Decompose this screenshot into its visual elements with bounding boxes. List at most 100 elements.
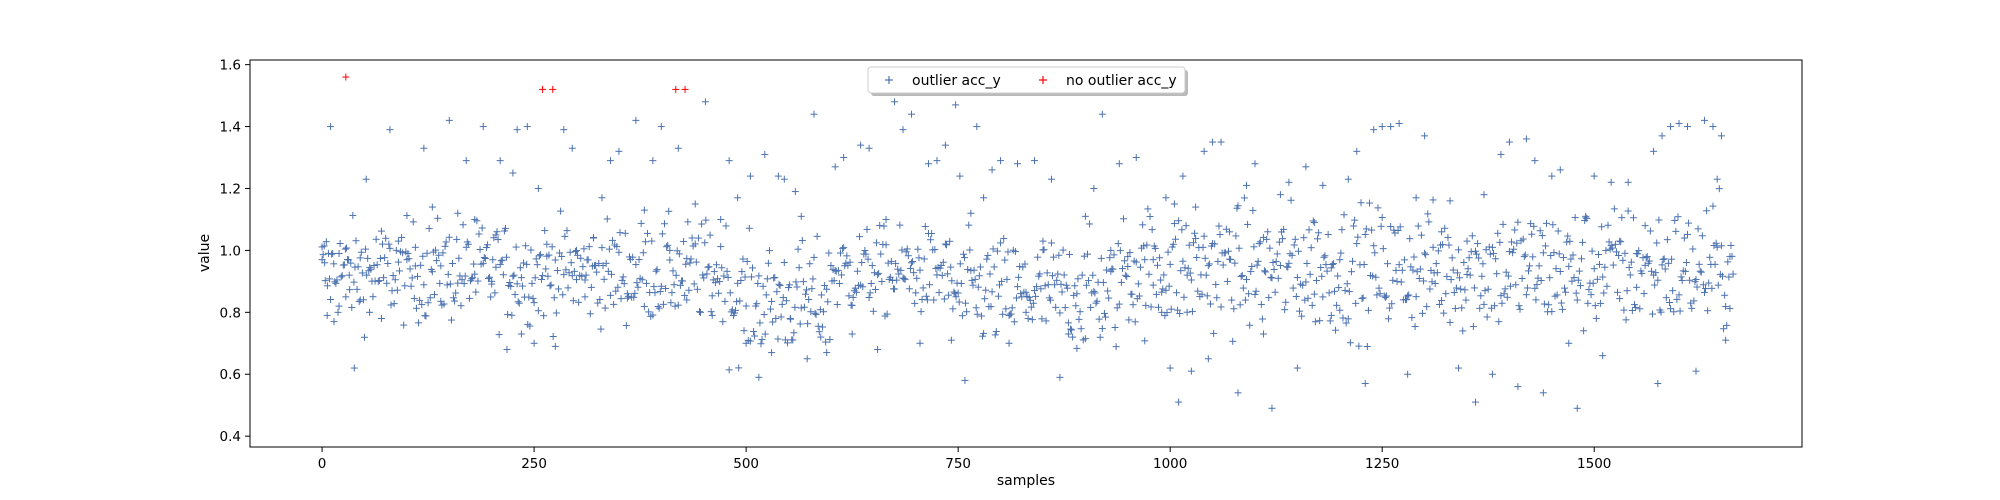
data-point-outlier-acc-y xyxy=(810,253,818,261)
data-point-outlier-acc-y xyxy=(973,123,981,131)
data-point-outlier-acc-y xyxy=(507,282,515,290)
data-point-outlier-acc-y xyxy=(988,166,996,174)
data-point-outlier-acc-y xyxy=(1093,297,1101,305)
data-point-outlier-acc-y xyxy=(394,258,402,266)
data-point-outlier-acc-y xyxy=(896,221,904,229)
data-point-outlier-acc-y xyxy=(1497,150,1505,158)
data-point-outlier-acc-y xyxy=(1279,235,1287,243)
data-point-outlier-acc-y xyxy=(1438,228,1446,236)
data-point-outlier-acc-y xyxy=(1141,256,1149,264)
data-point-outlier-acc-y xyxy=(862,250,870,258)
data-point-outlier-acc-y xyxy=(406,265,414,273)
data-point-outlier-acc-y xyxy=(947,336,955,344)
data-point-outlier-acc-y xyxy=(1675,119,1683,127)
data-point-outlier-acc-y xyxy=(662,285,670,293)
data-point-outlier-acc-y xyxy=(1067,325,1075,333)
data-point-outlier-acc-y xyxy=(1056,373,1064,381)
data-point-outlier-acc-y xyxy=(1617,238,1625,246)
data-point-outlier-acc-y xyxy=(1340,211,1348,219)
data-point-outlier-acc-y xyxy=(1337,249,1345,257)
data-point-outlier-acc-y xyxy=(1325,289,1333,297)
data-point-outlier-acc-y xyxy=(718,264,726,272)
data-point-outlier-acc-y xyxy=(1169,240,1177,248)
data-point-outlier-acc-y xyxy=(376,254,384,262)
data-point-outlier-acc-y xyxy=(1256,238,1264,246)
data-point-outlier-acc-y xyxy=(928,230,936,238)
data-point-outlier-acc-y xyxy=(905,285,913,293)
data-point-outlier-acc-y xyxy=(513,280,521,288)
data-point-outlier-acc-y xyxy=(666,256,674,264)
data-point-outlier-acc-y xyxy=(411,243,419,251)
data-point-outlier-acc-y xyxy=(1287,196,1295,204)
data-point-outlier-acc-y xyxy=(622,321,630,329)
data-point-outlier-acc-y xyxy=(1314,235,1322,243)
data-point-outlier-acc-y xyxy=(603,215,611,223)
data-point-outlier-acc-y xyxy=(1261,267,1269,275)
data-point-outlier-acc-y xyxy=(515,299,523,307)
legend-marker-outlier xyxy=(885,76,893,84)
data-point-outlier-acc-y xyxy=(538,275,546,283)
data-point-outlier-acc-y xyxy=(1587,291,1595,299)
data-point-outlier-acc-y xyxy=(649,157,657,165)
data-point-outlier-acc-y xyxy=(1353,147,1361,155)
data-point-outlier-acc-y xyxy=(738,268,746,276)
data-point-outlier-acc-y xyxy=(1021,260,1029,268)
data-point-outlier-acc-y xyxy=(1055,251,1063,259)
data-point-outlier-acc-y xyxy=(1022,308,1030,316)
data-point-outlier-acc-y xyxy=(891,98,899,106)
data-point-outlier-acc-y xyxy=(650,283,658,291)
data-point-outlier-acc-y xyxy=(1652,269,1660,277)
data-point-outlier-acc-y xyxy=(779,294,787,302)
data-point-outlier-acc-y xyxy=(783,339,791,347)
data-point-outlier-acc-y xyxy=(434,214,442,222)
data-point-outlier-acc-y xyxy=(1149,281,1157,289)
data-point-outlier-acc-y xyxy=(1552,265,1560,273)
data-point-outlier-acc-y xyxy=(1558,305,1566,313)
data-point-outlier-acc-y xyxy=(445,116,453,124)
data-point-outlier-acc-y xyxy=(1003,275,1011,283)
data-point-outlier-acc-y xyxy=(596,295,604,303)
data-point-outlier-acc-y xyxy=(931,246,939,254)
data-point-outlier-acc-y xyxy=(1056,309,1064,317)
data-point-outlier-acc-y xyxy=(393,286,401,294)
data-point-outlier-acc-y xyxy=(347,259,355,267)
data-point-outlier-acc-y xyxy=(454,279,462,287)
data-point-outlier-acc-y xyxy=(1005,339,1013,347)
data-point-outlier-acc-y xyxy=(1658,132,1666,140)
data-point-outlier-acc-y xyxy=(321,277,329,285)
data-point-outlier-acc-y xyxy=(1103,266,1111,274)
data-point-outlier-acc-y xyxy=(1166,364,1174,372)
data-point-outlier-acc-y xyxy=(1570,274,1578,282)
data-point-outlier-acc-y xyxy=(1298,312,1306,320)
data-point-outlier-acc-y xyxy=(777,313,785,321)
data-point-outlier-acc-y xyxy=(649,311,657,319)
data-point-outlier-acc-y xyxy=(791,188,799,196)
data-point-outlier-acc-y xyxy=(1550,249,1558,257)
data-point-outlier-acc-y xyxy=(1478,272,1486,280)
data-point-outlier-acc-y xyxy=(1234,389,1242,397)
data-point-outlier-acc-y xyxy=(715,289,723,297)
data-point-outlier-acc-y xyxy=(665,207,673,215)
data-point-outlier-acc-y xyxy=(426,294,434,302)
data-point-outlier-acc-y xyxy=(754,280,762,288)
data-point-outlier-acc-y xyxy=(1408,314,1416,322)
data-point-outlier-acc-y xyxy=(1486,250,1494,258)
data-point-outlier-acc-y xyxy=(806,260,814,268)
data-point-outlier-acc-y xyxy=(525,293,533,301)
data-point-outlier-acc-y xyxy=(901,275,909,283)
data-point-outlier-acc-y xyxy=(1700,116,1708,124)
data-point-outlier-acc-y xyxy=(1381,293,1389,301)
data-point-outlier-acc-y xyxy=(597,325,605,333)
data-point-outlier-acc-y xyxy=(616,229,624,237)
data-point-outlier-acc-y xyxy=(704,263,712,271)
data-point-outlier-acc-y xyxy=(403,212,411,220)
data-point-outlier-acc-y xyxy=(1658,261,1666,269)
data-point-outlier-acc-y xyxy=(1259,330,1267,338)
data-point-outlier-acc-y xyxy=(900,275,908,283)
data-point-outlier-acc-y xyxy=(1317,264,1325,272)
data-point-outlier-acc-y xyxy=(916,266,924,274)
data-point-outlier-acc-y xyxy=(1153,261,1161,269)
data-point-outlier-acc-y xyxy=(893,276,901,284)
data-point-outlier-acc-y xyxy=(1124,262,1132,270)
data-point-outlier-acc-y xyxy=(974,283,982,291)
